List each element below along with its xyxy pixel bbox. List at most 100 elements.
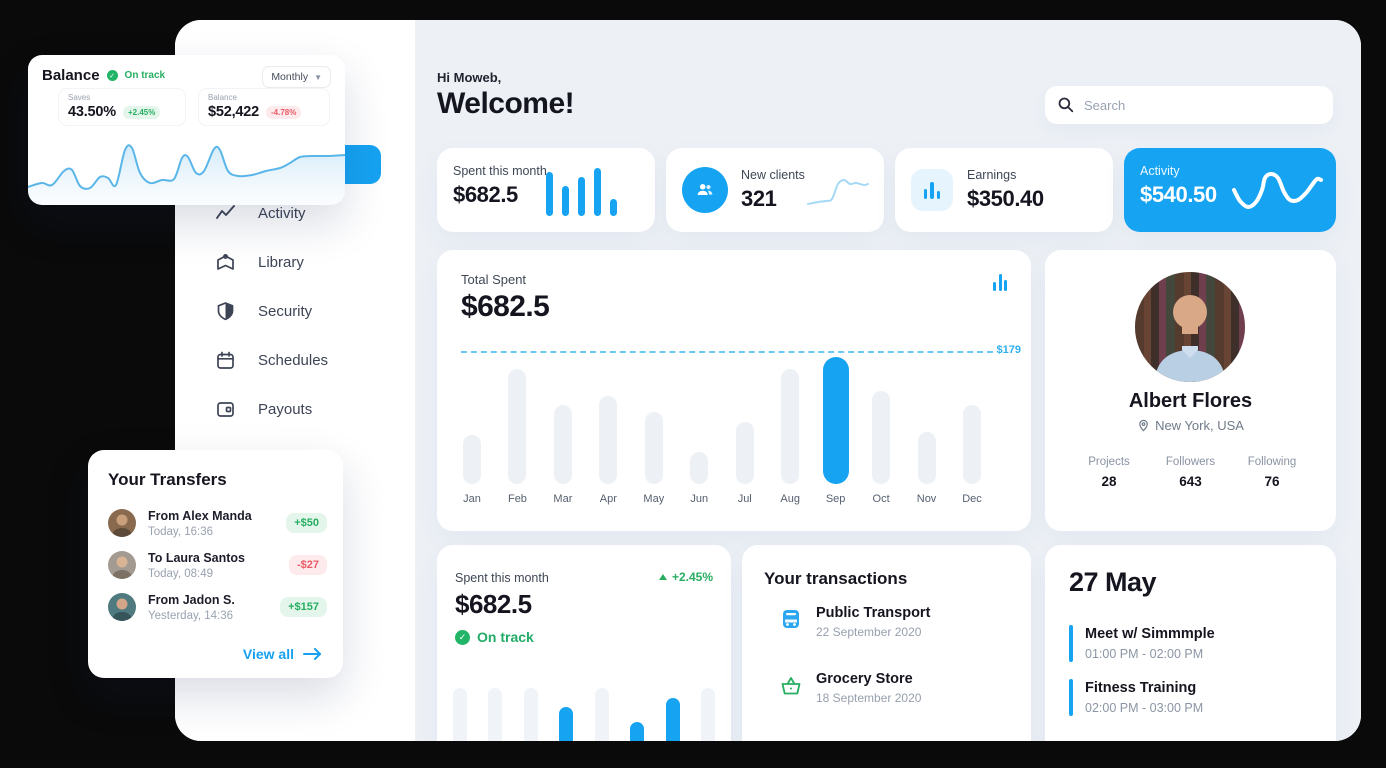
stat-card-activity[interactable]: Activity $540.50	[1124, 148, 1336, 232]
transfer-time: Yesterday, 14:36	[148, 609, 234, 622]
search-input[interactable]	[1084, 97, 1321, 113]
transfer-row[interactable]: From Alex Manda Today, 16:36 +$50	[108, 506, 327, 540]
stat-label: Spent this month	[453, 164, 547, 178]
month-label: Dec	[962, 493, 982, 505]
stat-label: Activity	[1140, 164, 1180, 178]
period-dropdown[interactable]: Monthly ▼	[262, 66, 331, 88]
avatar	[1135, 272, 1245, 382]
view-all-link[interactable]: View all	[243, 646, 323, 662]
monthly-bar-chart[interactable]: Jan Feb Mar Apr May Jun Jul Aug Sep Oct Nov Dec	[459, 357, 985, 505]
event-time: 02:00 PM - 03:00 PM	[1085, 701, 1204, 715]
sidebar-item-label: Library	[258, 253, 304, 271]
stat-value: $682.5	[453, 182, 518, 207]
schedule-event[interactable]: Meet w/ Simmmple 01:00 PM - 02:00 PM	[1069, 625, 1318, 662]
schedules-icon	[215, 350, 236, 371]
month-bar-column[interactable]: Feb	[504, 369, 530, 505]
stat-value: $350.40	[967, 186, 1044, 211]
month-label: Jan	[463, 493, 481, 505]
month-bar-column[interactable]: Sep	[822, 357, 849, 505]
profile-location-row: New York, USA	[1045, 418, 1336, 433]
sidebar-item-label: Activity	[258, 204, 306, 222]
bar-chart-icon	[923, 181, 941, 199]
sidebar-item-label: Schedules	[258, 351, 329, 369]
transfer-name: From Alex Manda	[148, 508, 252, 523]
transfers-title: Your Transfers	[108, 470, 227, 489]
earnings-icon-wrap	[911, 169, 953, 211]
search-bar[interactable]	[1045, 86, 1333, 124]
sidebar-nav: Activity Library Security Schedules	[215, 200, 328, 422]
activity-sparkline-chart	[1232, 171, 1323, 209]
avatar	[108, 509, 136, 537]
month-bar-column[interactable]: May	[641, 412, 667, 505]
threshold-label: $179	[996, 344, 1021, 356]
month-label: Aug	[780, 493, 800, 505]
arrow-up-icon	[658, 574, 667, 580]
month-bar-column[interactable]: Dec	[959, 405, 985, 505]
month-bar-column[interactable]: Nov	[914, 432, 940, 505]
stat-card-clients[interactable]: New clients 321	[666, 148, 884, 232]
stat-label: Earnings	[967, 168, 1017, 182]
spent-month-value: $682.5	[455, 589, 532, 619]
month-label: Apr	[599, 493, 617, 505]
view-all-label: View all	[242, 646, 294, 662]
search-icon	[1057, 96, 1075, 114]
status-label: On track	[477, 629, 534, 645]
spent-month-mini-chart	[453, 685, 715, 741]
month-bar-column[interactable]: Apr	[595, 396, 621, 505]
sidebar-item-payouts[interactable]: Payouts	[215, 396, 328, 422]
event-accent-bar	[1069, 625, 1073, 662]
transactions-title: Your transactions	[764, 569, 908, 588]
schedule-event[interactable]: Fitness Training 02:00 PM - 03:00 PM	[1069, 679, 1318, 716]
month-bar-column[interactable]: Jan	[459, 435, 485, 505]
balance-stat-box: Balance $52,422 -4.78%	[198, 88, 330, 126]
profile-stat-label: Following	[1247, 456, 1297, 468]
spent-sparkbars-chart	[546, 166, 617, 216]
sidebar-item-schedules[interactable]: Schedules	[215, 347, 328, 373]
transaction-date: 22 September 2020	[816, 625, 922, 639]
event-title: Meet w/ Simmmple	[1085, 626, 1215, 642]
month-bar-column[interactable]: Jun	[686, 452, 712, 505]
check-circle-icon: ✓	[106, 70, 118, 81]
stat-card-earnings[interactable]: Earnings $350.40	[895, 148, 1113, 232]
sidebar-item-activity[interactable]: Activity	[215, 200, 328, 226]
chart-type-icon[interactable]	[993, 274, 1007, 291]
spent-month-card: Spent this month +2.45% $682.5 ✓ On trac…	[437, 545, 731, 741]
profile-stats: Projects 28 Followers 643 Following 76	[1071, 456, 1310, 489]
profile-stat-value: 643	[1179, 474, 1202, 489]
profile-stat-value: 28	[1101, 474, 1117, 489]
balance-title: Balance	[42, 67, 100, 84]
transfer-row[interactable]: To Laura Santos Today, 08:49 -$27	[108, 548, 327, 582]
transaction-row[interactable]: Grocery Store 18 September 2020	[778, 671, 1013, 705]
sidebar-item-security[interactable]: Security	[215, 298, 328, 324]
transaction-name: Public Transport	[816, 605, 931, 621]
transaction-name: Grocery Store	[816, 671, 913, 687]
avatar	[108, 551, 136, 579]
profile-stat-value: 76	[1264, 474, 1280, 489]
event-time: 01:00 PM - 02:00 PM	[1085, 647, 1204, 661]
sidebar-item-library[interactable]: Library	[215, 249, 328, 275]
schedule-card: 27 May Meet w/ Simmmple 01:00 PM - 02:00…	[1045, 545, 1336, 741]
transaction-row[interactable]: Public Transport 22 September 2020	[778, 605, 1013, 639]
delta-value: +2.45%	[671, 570, 713, 584]
payouts-icon	[215, 399, 236, 420]
month-bar-column[interactable]: Oct	[868, 391, 894, 505]
transfer-row[interactable]: From Jadon S. Yesterday, 14:36 +$157	[108, 590, 327, 624]
month-bar-column[interactable]: Aug	[777, 369, 803, 505]
check-circle-icon: ✓	[455, 629, 470, 645]
transfer-time: Today, 16:36	[148, 525, 214, 538]
stat-card-spent[interactable]: Spent this month $682.5	[437, 148, 655, 232]
delta-badge: +2.45%	[122, 105, 161, 119]
transactions-card: Your transactions Public Transport 22 Se…	[742, 545, 1031, 741]
event-title: Fitness Training	[1085, 680, 1197, 696]
balance-trend-chart	[28, 144, 345, 205]
total-spent-value: $682.5	[461, 290, 550, 323]
threshold-dashed-line	[461, 351, 993, 353]
greeting: Hi Moweb,	[437, 70, 502, 85]
month-bar-column[interactable]: Jul	[732, 422, 758, 505]
month-label: Oct	[872, 493, 890, 505]
people-icon	[694, 179, 716, 201]
month-label: Mar	[553, 493, 573, 505]
profile-card: Albert Flores New York, USA Projects 28 …	[1045, 250, 1336, 531]
on-track-status: ✓ On track	[455, 629, 534, 645]
month-bar-column[interactable]: Mar	[550, 405, 576, 505]
